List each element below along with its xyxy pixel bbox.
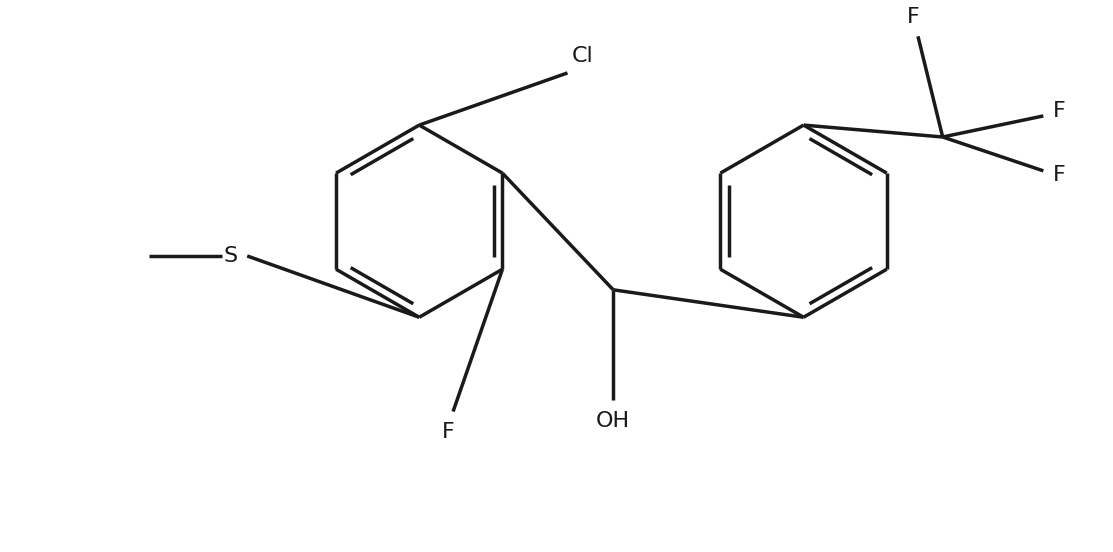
Text: F: F [442, 422, 455, 443]
Text: F: F [907, 7, 919, 27]
Text: F: F [1053, 102, 1065, 121]
Text: Cl: Cl [572, 46, 594, 66]
Text: OH: OH [597, 411, 630, 431]
Text: S: S [224, 246, 238, 266]
Text: F: F [1053, 166, 1065, 185]
